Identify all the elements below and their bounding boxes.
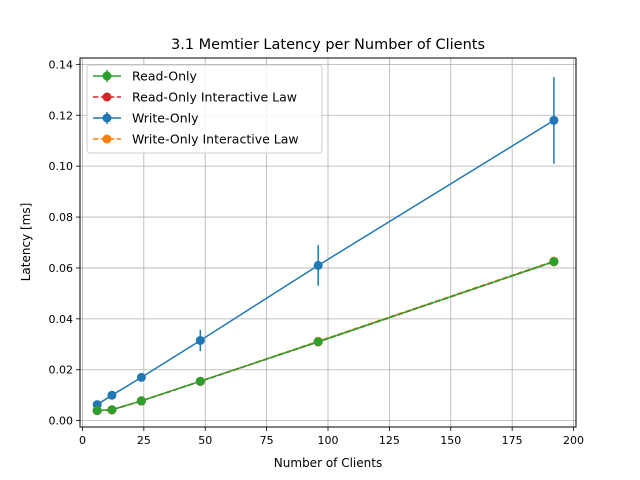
data-point [195,335,205,345]
x-tick-label: 175 [502,434,523,447]
data-point [313,260,323,270]
y-axis-label: Latency [ms] [19,203,33,282]
x-tick-label: 25 [137,434,151,447]
legend-marker [102,113,112,123]
legend-box [86,64,323,154]
series-line [97,260,555,412]
data-point [92,405,102,415]
x-tick-label: 0 [79,434,86,447]
y-tick-label: 0.02 [49,364,74,377]
y-tick-label: 0.14 [49,58,74,71]
legend-label: Write-Only [132,111,199,126]
y-tick-label: 0.00 [49,415,74,428]
y-tick-label: 0.04 [49,313,74,326]
x-tick-label: 100 [318,434,339,447]
y-tick-label: 0.12 [49,109,74,122]
x-tick-label: 50 [198,434,212,447]
legend-entry: Read-Only [93,69,198,84]
plot-area [92,77,559,416]
grid [80,58,576,427]
x-tick-label: 75 [260,434,274,447]
legend-label: Read-Only [132,69,198,84]
legend-entry: Write-Only [93,111,199,126]
x-axis-label: Number of Clients [274,456,382,470]
legend-marker [102,92,112,102]
data-point [136,372,146,382]
legend-entry: Write-Only Interactive Law [93,132,299,147]
legend-label: Read-Only Interactive Law [132,90,297,105]
legend-entry: Read-Only Interactive Law [93,90,297,105]
x-tick-label: 125 [379,434,400,447]
legend-label: Write-Only Interactive Law [132,132,299,147]
y-tick-label: 0.06 [49,262,74,275]
data-point [313,337,323,347]
data-point [107,405,117,415]
y-tick-label: 0.08 [49,211,74,224]
chart-title: 3.1 Memtier Latency per Number of Client… [171,37,485,53]
y-axis-ticks: 0.00 0.02 0.04 0.06 0.08 0.10 0.12 0.14 [49,58,80,428]
legend-marker [102,71,112,81]
series-line [97,260,555,412]
data-point [195,376,205,386]
data-point [107,390,117,400]
legend-marker [102,134,112,144]
series-read-only-interactive-law [92,257,559,416]
series-write-only-interactive-law [92,256,559,415]
series-line [96,119,555,406]
series-read-only [92,257,559,415]
x-tick-label: 200 [563,434,584,447]
y-tick-label: 0.10 [49,160,74,173]
data-point [549,115,559,125]
data-point [549,257,559,267]
legend: Read-Only Read-Only Interactive Law Write-… [86,64,323,154]
x-axis-ticks: 0 25 50 75 100 125 150 175 200 [79,427,584,447]
series-write-only [92,77,559,410]
x-tick-label: 150 [440,434,461,447]
data-point [136,396,146,406]
